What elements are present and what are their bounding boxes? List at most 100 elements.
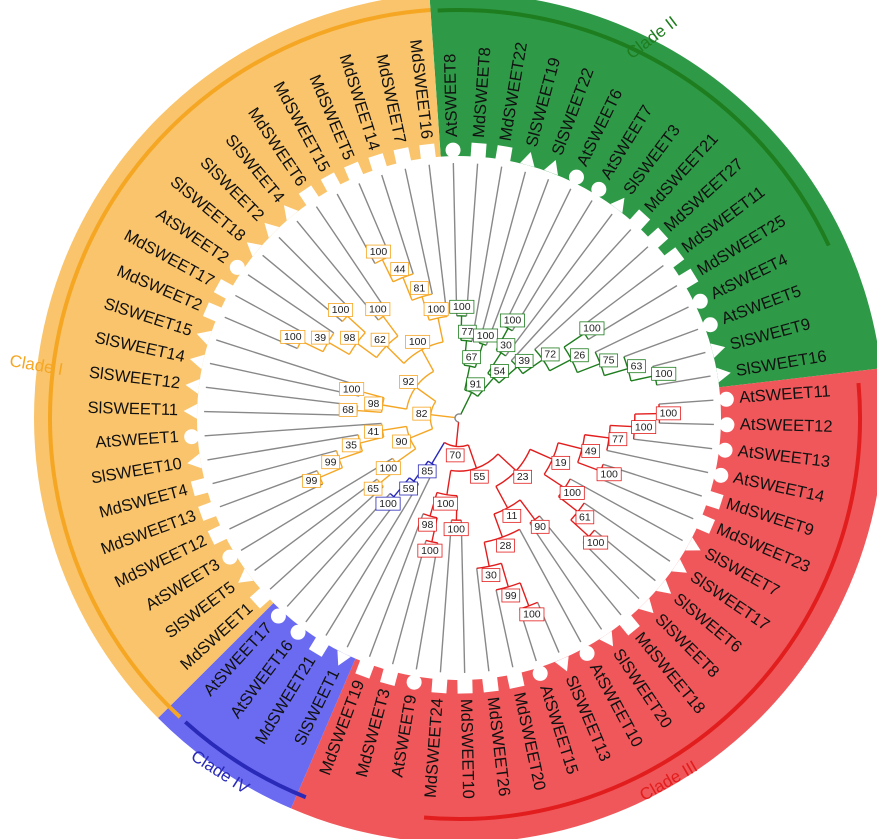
bootstrap-value: 98 (368, 398, 380, 410)
branch (495, 589, 514, 668)
leaf-marker-triangle (655, 579, 672, 594)
bootstrap-box (513, 469, 532, 484)
branch (557, 442, 583, 450)
leaf-marker-triangle (671, 558, 687, 573)
branch (356, 409, 382, 414)
bootstrap-value: 41 (368, 426, 380, 438)
bootstrap-box (433, 496, 459, 511)
bootstrap-box (365, 302, 391, 317)
leaf-label-mdsweet10: MdSWEET10 (457, 699, 477, 799)
branch (633, 438, 713, 450)
bootstrap-box (651, 366, 677, 381)
branch (659, 422, 714, 426)
bootstrap-value: 59 (403, 483, 415, 495)
branch (597, 477, 694, 520)
branch (269, 486, 384, 590)
branch (570, 519, 590, 538)
branch (346, 315, 366, 334)
bootstrap-value: 100 (477, 330, 495, 342)
branch (315, 206, 389, 314)
leaf-marker-circle (713, 467, 729, 483)
bootstrap-box (310, 330, 330, 345)
bootstrap-box (608, 432, 628, 447)
branch-arc (392, 273, 414, 283)
branch (421, 349, 435, 372)
branch (529, 448, 553, 460)
leaf-marker-square (249, 587, 272, 609)
bootstrap-box (370, 332, 390, 347)
branch (610, 424, 635, 428)
bootstrap-box (328, 303, 354, 317)
bootstrap-box (559, 486, 585, 500)
leaf-marker-circle (229, 259, 245, 275)
bootstrap-box (496, 538, 515, 553)
bootstrap-box (540, 347, 560, 362)
branch-arc (409, 477, 419, 485)
branch (604, 368, 629, 377)
bootstrap-value: 68 (342, 404, 354, 416)
bootstrap-box (443, 522, 469, 537)
branch (219, 470, 318, 508)
branch-arc (464, 389, 479, 397)
bootstrap-value: 100 (409, 336, 427, 348)
bootstrap-box (481, 568, 501, 583)
bootstrap-box (338, 402, 358, 417)
bootstrap-box (392, 434, 411, 449)
leaf-marker-square (368, 153, 388, 173)
bootstrap-value: 91 (470, 379, 482, 391)
branch (487, 352, 502, 374)
branch (455, 421, 460, 447)
branch (471, 166, 503, 342)
bootstrap-box (499, 313, 525, 328)
bootstrap-value: 92 (403, 376, 415, 388)
branches (204, 163, 714, 673)
branch (518, 529, 582, 643)
leaf-label-atsweet8: AtSWEET8 (441, 53, 461, 137)
leaf-marker-circle (702, 317, 718, 333)
bootstrap-value: 30 (500, 339, 512, 351)
leaf-marker-square (646, 227, 669, 249)
bootstrap-value: 100 (380, 462, 398, 474)
branch-arc (460, 339, 473, 343)
bootstrap-value: 100 (600, 469, 618, 481)
bootstrap-box (470, 469, 489, 484)
leaf-marker-circle (184, 429, 200, 445)
bootstrap-value: 100 (332, 304, 350, 316)
branch (207, 434, 359, 461)
branch (358, 183, 391, 257)
branch (478, 171, 527, 344)
clade-ring-i (48, 8, 431, 719)
bootstrap-value: 100 (437, 498, 455, 510)
branch (503, 188, 572, 327)
branch (381, 174, 414, 274)
leaf-marker-triangle (638, 598, 654, 614)
branch (519, 499, 536, 521)
bootstrap-value: 100 (284, 331, 302, 343)
bootstrap-value: 100 (427, 303, 445, 315)
bootstrap-box (375, 461, 401, 476)
branch (216, 339, 362, 388)
leaf-marker-square (198, 501, 218, 521)
bootstrap-box (364, 424, 383, 439)
leaf-marker-circle (406, 674, 422, 690)
branch (404, 168, 433, 295)
bootstrap-box (599, 353, 618, 368)
branch-arc (450, 453, 499, 472)
branch (569, 478, 683, 542)
branch-arc (479, 342, 487, 346)
bootstrap-box (399, 374, 418, 389)
leaf-marker-square (190, 477, 210, 497)
branch (493, 513, 504, 538)
bootstrap-value: 67 (466, 351, 478, 363)
branch (437, 317, 444, 343)
bootstrap-box (364, 396, 383, 411)
branch-arc (444, 441, 469, 448)
branch-arc (529, 515, 541, 524)
bootstrap-value: 39 (518, 355, 530, 367)
leaf-marker-triangle (599, 631, 614, 647)
leaf-label-slsweet11: SlSWEET11 (87, 399, 178, 419)
bootstrap-value: 11 (506, 510, 517, 522)
branch-arc (428, 315, 448, 321)
clade-ring-iv (183, 720, 307, 800)
bootstrap-box (417, 464, 437, 479)
